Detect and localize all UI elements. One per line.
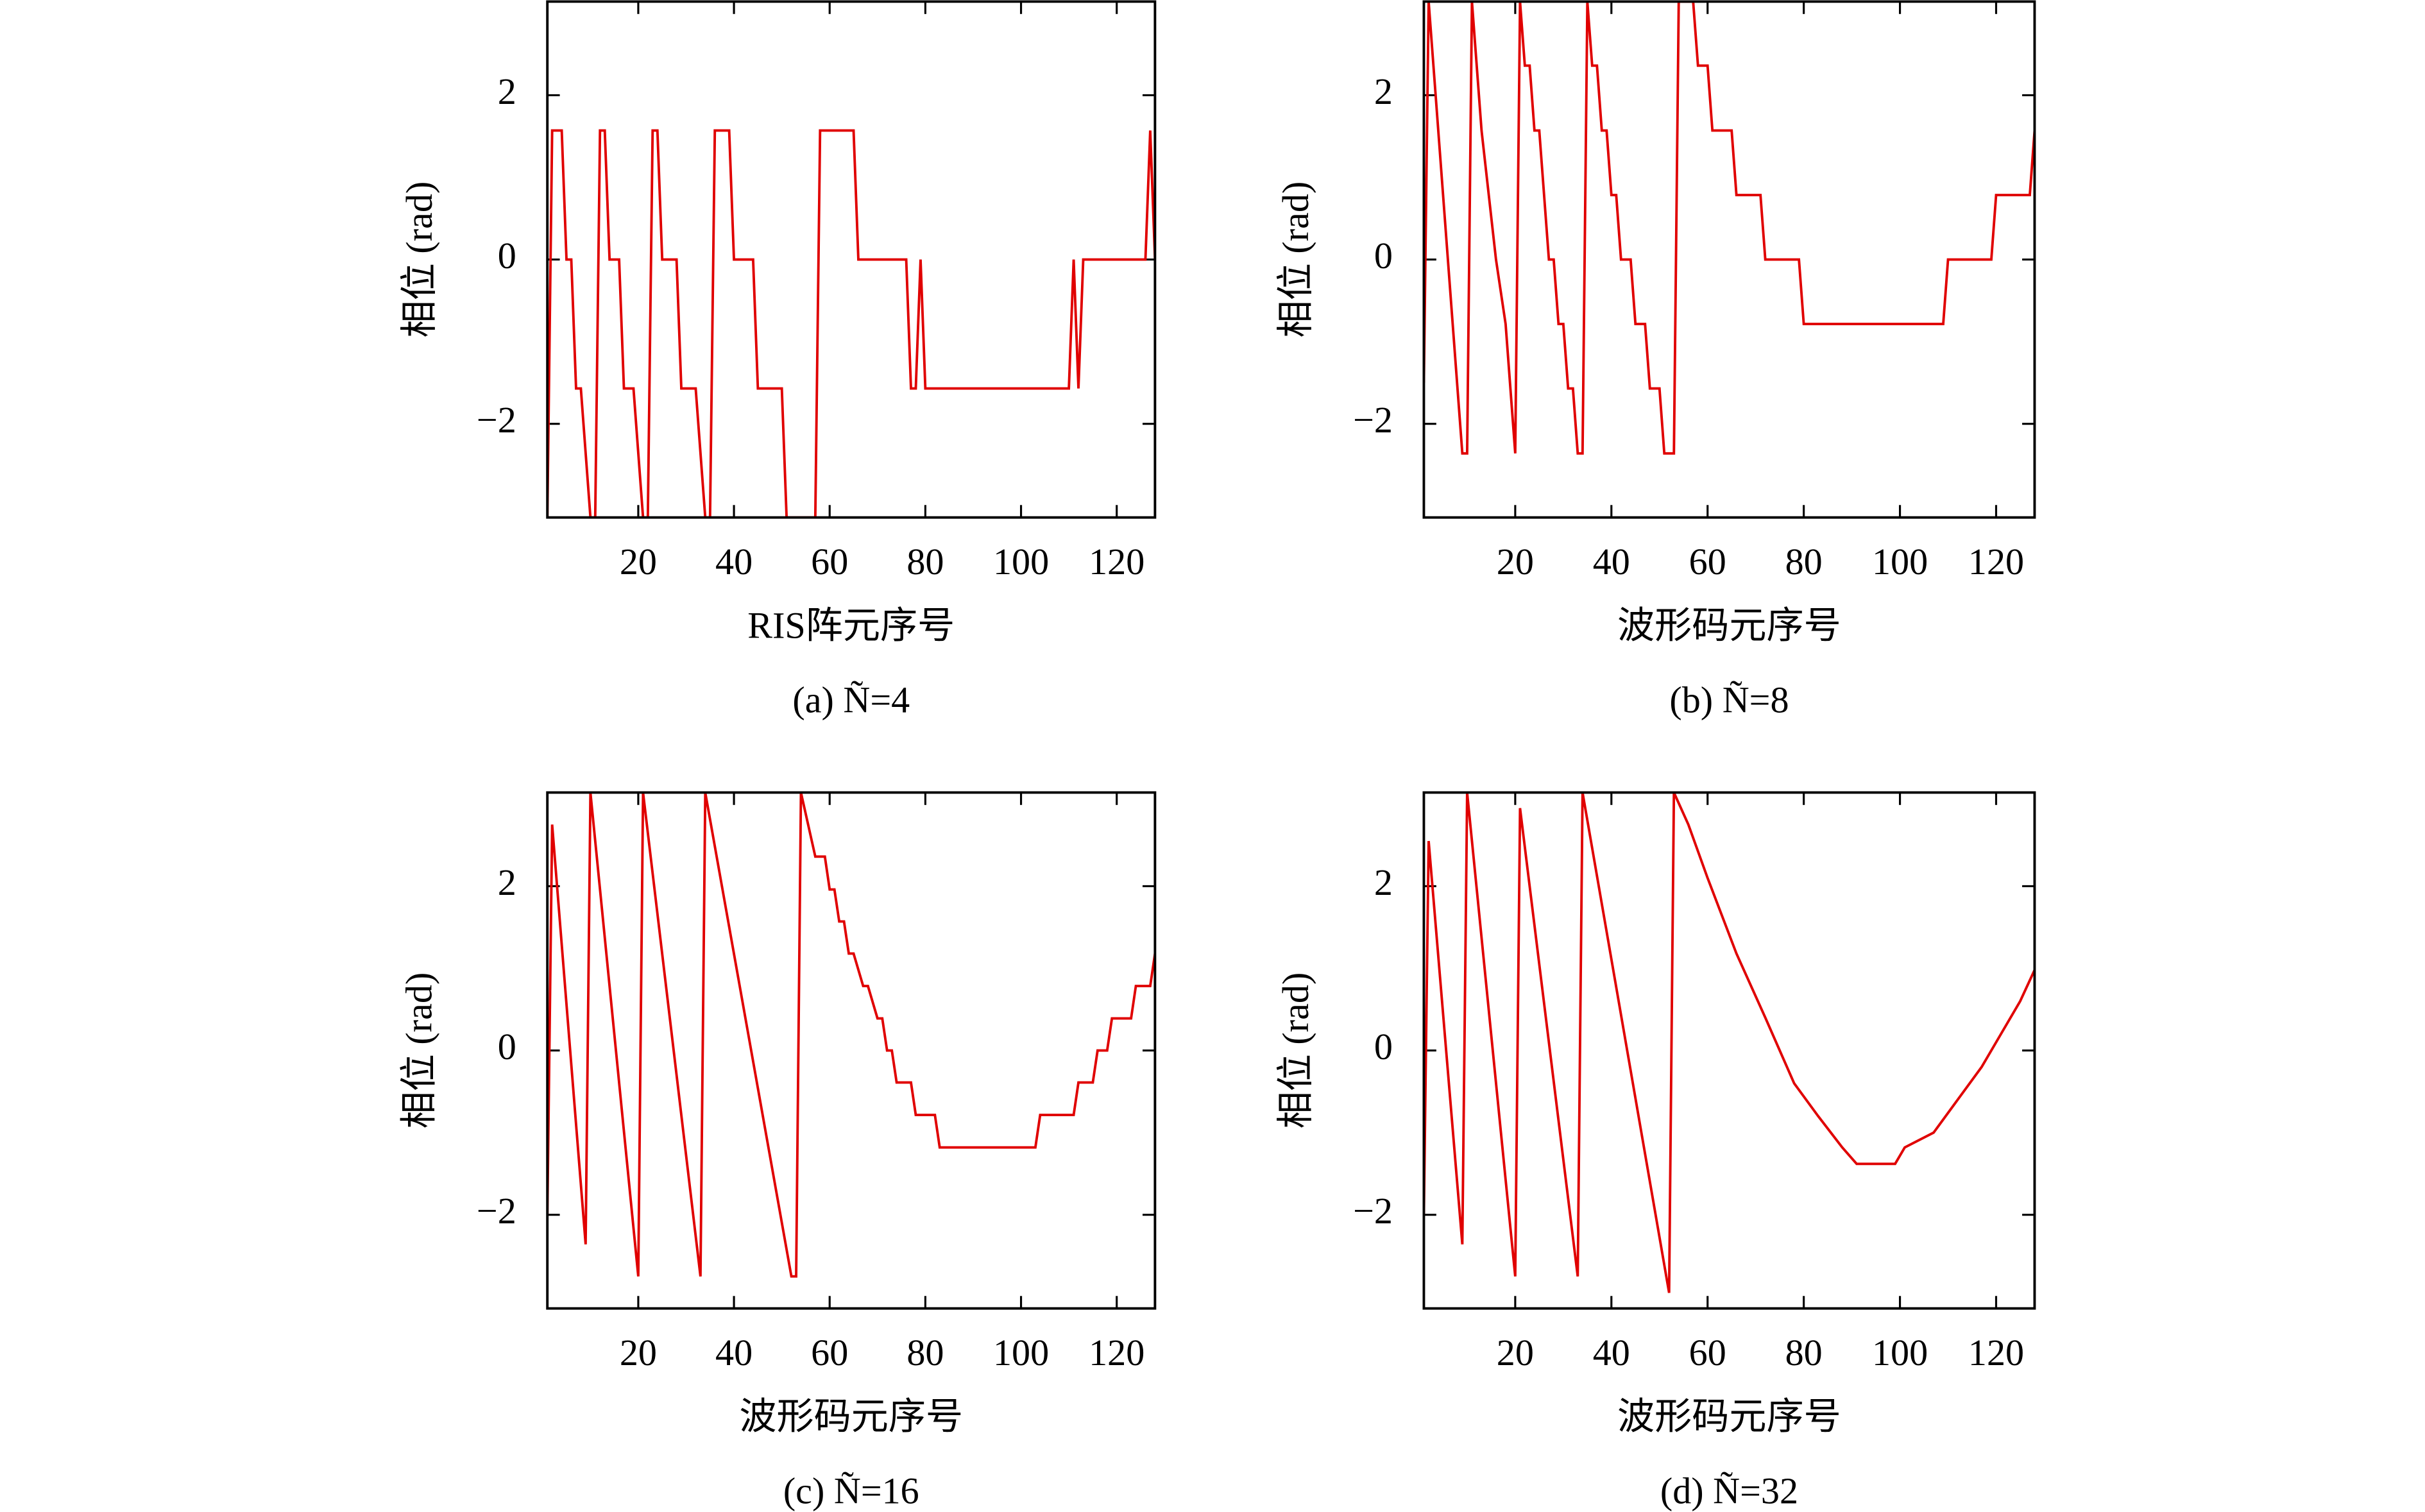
x-tick-label: 100: [993, 1332, 1049, 1373]
x-tick-label: 100: [1872, 541, 1928, 582]
x-tick-label: 40: [715, 1332, 753, 1373]
x-tick-label: 20: [1497, 1332, 1534, 1373]
y-tick-label: −2: [1353, 1190, 1393, 1232]
x-tick-label: 80: [906, 541, 944, 582]
data-line: [1424, 1, 2035, 455]
y-tick-label: 2: [1374, 862, 1393, 903]
y-tick-label: 2: [498, 71, 516, 112]
y-tick-label: 2: [1374, 71, 1393, 112]
x-tick-label: 80: [906, 1332, 944, 1373]
x-tick-label: 20: [1497, 541, 1534, 582]
x-tick-label: 80: [1785, 1332, 1823, 1373]
x-tick-label: 80: [1785, 541, 1823, 582]
x-tick-label: 60: [1689, 1332, 1726, 1373]
data-line: [1424, 792, 2035, 1293]
x-tick-label: 120: [1089, 541, 1144, 582]
data-line: [547, 792, 1155, 1278]
x-tick-label: 120: [1968, 1332, 2024, 1373]
y-axis-label: 相位 (rad): [398, 182, 440, 338]
y-axis-label: 相位 (rad): [398, 973, 440, 1129]
data-line: [547, 129, 1155, 518]
caption: (d) Ñ=32: [1660, 1470, 1798, 1512]
x-tick-label: 60: [1689, 541, 1726, 582]
x-tick-label: 60: [811, 541, 848, 582]
plot-frame: [546, 0, 1157, 519]
y-tick-label: −2: [477, 1190, 516, 1232]
y-tick-label: 0: [1374, 1026, 1393, 1067]
y-tick-label: −2: [477, 399, 516, 441]
x-axis-label: 波形码元序号: [1617, 1395, 1841, 1437]
x-tick-label: 60: [811, 1332, 848, 1373]
caption: (c) Ñ=16: [783, 1470, 919, 1512]
x-axis-label: RIS阵元序号: [747, 604, 955, 646]
caption: (b) Ñ=8: [1669, 679, 1789, 721]
y-axis-label: 相位 (rad): [1275, 973, 1316, 1129]
x-tick-label: 40: [1593, 541, 1630, 582]
y-tick-label: 2: [498, 862, 516, 903]
x-tick-label: 20: [620, 1332, 657, 1373]
x-tick-label: 40: [1593, 1332, 1630, 1373]
x-axis-label: 波形码元序号: [739, 1395, 963, 1437]
y-axis-label: 相位 (rad): [1275, 182, 1316, 338]
y-tick-label: 0: [1374, 235, 1393, 276]
x-tick-label: 20: [620, 541, 657, 582]
y-tick-label: 0: [498, 235, 516, 276]
plot-frame: [1422, 0, 2036, 519]
caption: (a) Ñ=4: [792, 679, 910, 721]
x-tick-label: 100: [993, 541, 1049, 582]
x-tick-label: 120: [1968, 541, 2024, 582]
x-tick-label: 40: [715, 541, 753, 582]
plot-frame: [1422, 791, 2036, 1310]
x-tick-label: 100: [1872, 1332, 1928, 1373]
x-tick-label: 120: [1089, 1332, 1144, 1373]
x-axis-label: 波形码元序号: [1617, 604, 1841, 646]
y-tick-label: −2: [1353, 399, 1393, 441]
plot-frame: [546, 791, 1157, 1310]
y-tick-label: 0: [498, 1026, 516, 1067]
